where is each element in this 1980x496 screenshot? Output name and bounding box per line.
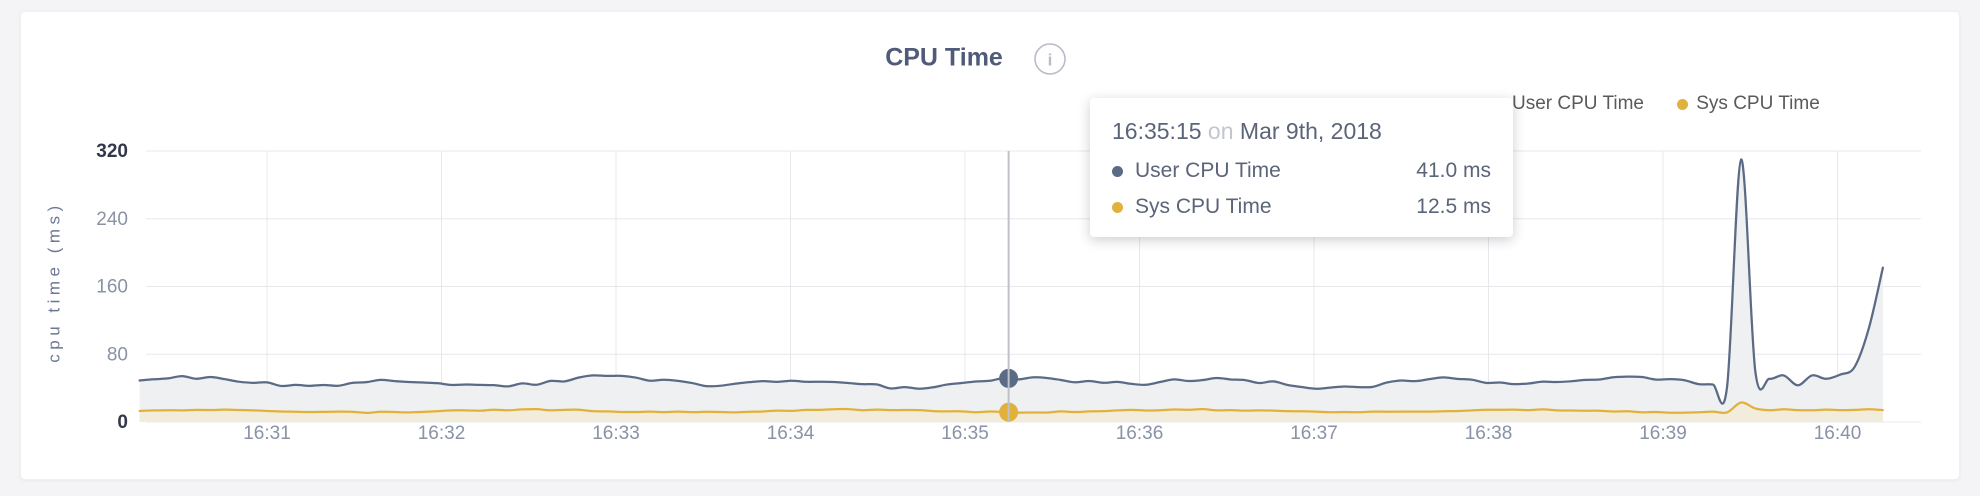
svg-text:16:34: 16:34 (767, 423, 815, 444)
svg-text:16:36: 16:36 (1116, 423, 1164, 444)
svg-text:16:32: 16:32 (418, 423, 466, 444)
svg-text:240: 240 (96, 209, 128, 230)
svg-text:16:33: 16:33 (592, 423, 640, 444)
svg-text:320: 320 (96, 141, 128, 162)
svg-text:80: 80 (107, 344, 128, 365)
svg-text:16:35: 16:35 (941, 423, 989, 444)
svg-text:16:31: 16:31 (243, 423, 291, 444)
svg-text:16:37: 16:37 (1290, 423, 1338, 444)
svg-text:16:38: 16:38 (1465, 423, 1513, 444)
svg-text:160: 160 (96, 277, 128, 298)
svg-text:0: 0 (117, 412, 128, 433)
svg-text:16:40: 16:40 (1814, 423, 1862, 444)
svg-text:16:39: 16:39 (1639, 423, 1687, 444)
